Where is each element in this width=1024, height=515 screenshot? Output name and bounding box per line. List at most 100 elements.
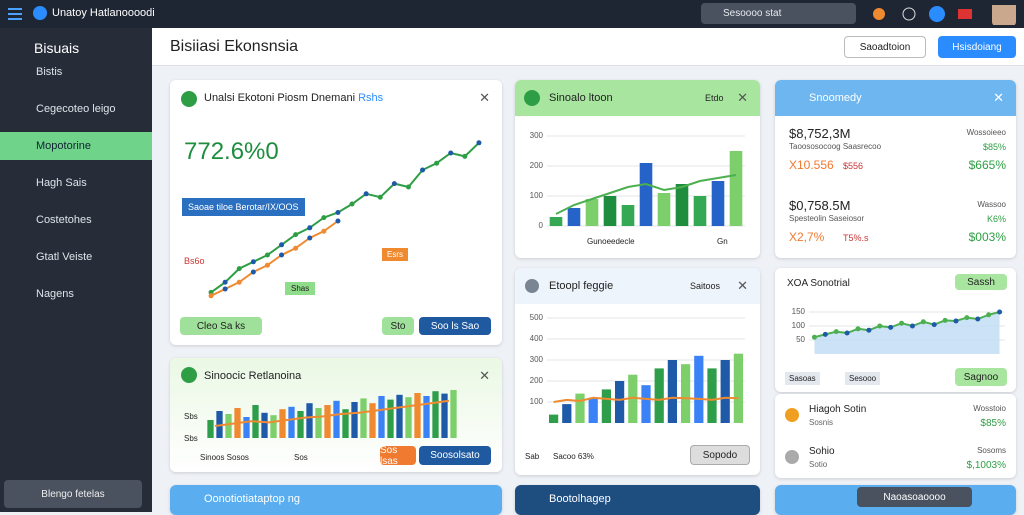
point: [953, 318, 959, 324]
bar: [414, 393, 421, 438]
item-sub: Sosnis: [809, 418, 834, 427]
title: Sinoocic Retlanoina: [204, 370, 302, 382]
bar: [342, 409, 349, 438]
point: [321, 228, 327, 234]
bar: [207, 420, 214, 438]
bar: [585, 199, 599, 226]
y-tick-label: 100: [792, 321, 806, 330]
nav-item[interactable]: Nagens: [36, 288, 74, 300]
bar: [562, 404, 572, 423]
button[interactable]: Sopodo: [690, 445, 750, 465]
point: [811, 334, 817, 340]
stat-value: $0,758.5M: [789, 198, 851, 213]
button[interactable]: Sto: [382, 317, 414, 335]
item-label: Wosstoio: [973, 404, 1006, 413]
line-secondary: [210, 220, 339, 297]
point: [363, 191, 369, 197]
bar: [603, 196, 617, 226]
chip[interactable]: Sassh: [955, 274, 1007, 290]
point: [377, 194, 383, 200]
bar: [288, 406, 295, 438]
bar: [369, 403, 376, 438]
button[interactable]: Hsisdoiang: [938, 36, 1016, 58]
status-icon: [525, 279, 539, 293]
point: [307, 235, 313, 241]
point: [349, 201, 355, 207]
button[interactable]: Sos lsas: [380, 445, 416, 467]
status-icon: [181, 367, 197, 383]
bar: [423, 396, 430, 438]
card: Bootolhagep: [515, 485, 760, 515]
point: [236, 266, 242, 272]
stat-value: $85%: [982, 142, 1006, 152]
button[interactable]: Soosolsato: [419, 446, 491, 465]
close[interactable]: ✕: [993, 90, 1004, 105]
button[interactable]: Sagnoo: [955, 368, 1007, 386]
chip: Sasoas: [785, 372, 820, 385]
y-tick-label: 200: [530, 376, 544, 385]
chip[interactable]: Cleo Sa ks: [180, 317, 262, 335]
nav-item[interactable]: Hagh Sais: [36, 177, 87, 189]
bar: [639, 163, 653, 226]
point: [222, 286, 228, 292]
item-name: Sohio: [809, 446, 835, 457]
menu-icon[interactable]: [8, 6, 24, 22]
bar: [378, 396, 385, 438]
point: [321, 215, 327, 221]
nav-item[interactable]: Mopotorine: [0, 132, 152, 160]
card: Snoomedy ✕ $8,752,3M Taoososocoog Saasrec…: [775, 80, 1016, 258]
tag: Saitoos: [690, 281, 721, 291]
status-icon: [524, 90, 540, 106]
point: [822, 331, 828, 337]
y-tick-label: 50: [796, 335, 805, 344]
card: Hiagoh Sotin Sosnis Wosstoio $85% Sohio Sotio…: [775, 394, 1016, 478]
point: [877, 323, 883, 329]
line: [553, 396, 739, 403]
y-tick-label: 300: [530, 355, 544, 364]
close[interactable]: ✕: [737, 278, 748, 293]
card: Sinoocic Retlanoina ✕ Sbs Sbs Sinoos Sos…: [170, 358, 502, 472]
y-tick-label: 0: [539, 221, 544, 230]
bar: [441, 393, 448, 438]
point: [888, 324, 894, 330]
bar: [351, 402, 358, 438]
bar: [693, 196, 707, 226]
header: Bisiiasi Ekonsnsia Saoadtoion Hsisdoiang: [152, 28, 1024, 66]
stat-value: K6%: [986, 214, 1006, 224]
close[interactable]: ✕: [479, 90, 490, 105]
search-box[interactable]: Sesoooo stat: [701, 3, 856, 24]
bar: [432, 391, 439, 438]
point: [250, 259, 256, 265]
close[interactable]: ✕: [479, 368, 490, 383]
bar: [324, 405, 331, 438]
item-sub: Sotio: [809, 460, 828, 469]
stat-value: $665%: [968, 158, 1006, 172]
point: [975, 316, 981, 322]
top-icons: [873, 5, 1016, 25]
bar: [549, 217, 563, 226]
tag: Etdo: [705, 93, 724, 103]
button[interactable]: Soo ls Sao: [419, 317, 491, 335]
button[interactable]: Saoadtoion: [844, 36, 926, 58]
nav-item[interactable]: Gtatl Veiste: [36, 251, 93, 263]
tag: Rshs: [358, 92, 384, 104]
point: [391, 181, 397, 187]
bar: [729, 151, 743, 226]
stat-value: $003%: [968, 230, 1006, 244]
item-icon: [785, 408, 799, 422]
dropdown[interactable]: Naoasoaoooo: [857, 487, 972, 507]
close[interactable]: ✕: [737, 90, 748, 105]
area: [814, 312, 1000, 354]
nav-item[interactable]: Bistis: [36, 66, 63, 78]
title: Bootolhagep: [549, 493, 611, 505]
nav-item[interactable]: Cegecoteo leigo: [36, 103, 116, 115]
point: [964, 315, 970, 321]
legend: Sos: [294, 453, 308, 462]
point: [405, 184, 411, 190]
point: [208, 293, 214, 299]
nav-item[interactable]: Costetohes: [36, 214, 92, 226]
bar: [225, 414, 232, 438]
footer-button[interactable]: Blengo fetelas: [4, 480, 142, 508]
bar: [614, 381, 625, 423]
line: [210, 142, 480, 294]
